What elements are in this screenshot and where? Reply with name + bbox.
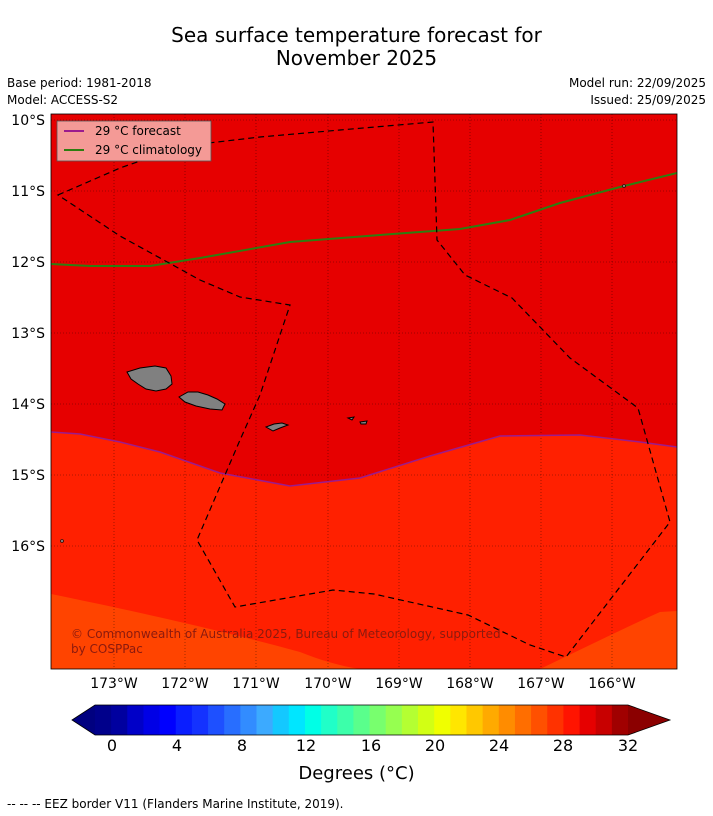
lon-label-170w: 170°W bbox=[304, 676, 352, 692]
colorbar bbox=[71, 704, 672, 736]
colorbar-cell bbox=[240, 705, 257, 735]
colorbar-cell bbox=[191, 705, 209, 735]
colorbar-cell bbox=[111, 705, 128, 735]
eez-border bbox=[56, 121, 671, 658]
lat-label-16s: 16°S bbox=[11, 539, 45, 555]
title-line-2: November 2025 bbox=[275, 46, 438, 70]
colorbar-cell bbox=[595, 705, 613, 735]
lat-label-12s: 12°S bbox=[11, 255, 45, 271]
colorbar-cells bbox=[95, 705, 629, 735]
lon-label-168w: 168°W bbox=[446, 676, 494, 692]
colorbar-cell bbox=[514, 705, 532, 735]
island-tutuila bbox=[264, 422, 290, 432]
colorbar-cell bbox=[418, 705, 435, 735]
copyright-line-1: © Commonwealth of Australia 2025, Bureau… bbox=[71, 627, 501, 641]
lat-label-14s: 14°S bbox=[11, 397, 45, 413]
lon-ticks: 173°W 172°W 171°W 170°W 169°W 168°W 167°… bbox=[90, 676, 636, 692]
colorbar-cell bbox=[466, 705, 484, 735]
colorbar-cell bbox=[369, 705, 387, 735]
zone-27-28 bbox=[51, 594, 360, 669]
colorbar-under-arrow bbox=[72, 705, 95, 735]
map-plot-area bbox=[51, 114, 677, 669]
cbar-tick-24: 24 bbox=[489, 736, 509, 755]
colorbar-cell bbox=[95, 705, 112, 735]
colorbar-cell bbox=[482, 705, 500, 735]
lon-label-173w: 173°W bbox=[90, 676, 138, 692]
colorbar-cell bbox=[175, 705, 193, 735]
forecast-29c-contour bbox=[51, 431, 677, 487]
base-period-text: Base period: 1981-2018 bbox=[7, 76, 152, 90]
colorbar-cell bbox=[531, 705, 548, 735]
legend-climatology-label: 29 °C climatology bbox=[95, 143, 202, 157]
map-frame bbox=[50, 113, 678, 670]
colorbar-cell bbox=[611, 705, 629, 735]
island-ofu bbox=[346, 416, 356, 421]
legend-box bbox=[56, 120, 212, 162]
title-line-1: Sea surface temperature forecast for bbox=[171, 23, 542, 47]
lon-label-166w: 166°W bbox=[588, 676, 636, 692]
colorbar-over-arrow bbox=[628, 705, 670, 735]
colorbar-unit-label: Degrees (°C) bbox=[298, 763, 415, 784]
cbar-tick-8: 8 bbox=[237, 736, 247, 755]
colorbar-outline bbox=[71, 704, 672, 736]
colorbar-cell bbox=[272, 705, 290, 735]
lon-label-167w: 167°W bbox=[517, 676, 565, 692]
cbar-tick-20: 20 bbox=[425, 736, 445, 755]
colorbar-cell bbox=[353, 705, 370, 735]
colorbar-cell bbox=[579, 705, 597, 735]
colorbar-cell bbox=[337, 705, 354, 735]
model-run-text: Model run: 22/09/2025 bbox=[568, 76, 706, 90]
colorbar-cell bbox=[401, 705, 419, 735]
island-savaii bbox=[126, 365, 173, 392]
cbar-tick-0: 0 bbox=[107, 736, 117, 755]
eez-footer-note: -- -- -- EEZ border V11 (Flanders Marine… bbox=[7, 797, 344, 811]
colorbar-cell bbox=[208, 705, 225, 735]
island-tau bbox=[359, 420, 368, 425]
colorbar-cell bbox=[288, 705, 306, 735]
island-upolu bbox=[178, 391, 226, 411]
colorbar-cell bbox=[321, 705, 338, 735]
climatology-29c-contour bbox=[51, 172, 677, 267]
lat-label-11s: 11°S bbox=[11, 184, 45, 200]
cbar-tick-28: 28 bbox=[553, 736, 573, 755]
zone-27-28-east bbox=[540, 611, 677, 669]
lat-ticks: 10°S 11°S 12°S 13°S 14°S 15°S 16°S bbox=[11, 113, 45, 555]
island-east-dot bbox=[622, 184, 626, 188]
colorbar-cell bbox=[434, 705, 451, 735]
colorbar-cell bbox=[256, 705, 274, 735]
lat-label-10s: 10°S bbox=[11, 113, 45, 129]
copyright-line-2: by COSPPac bbox=[71, 642, 143, 656]
colorbar-cell bbox=[224, 705, 241, 735]
colorbar-cell bbox=[143, 705, 160, 735]
lon-label-172w: 172°W bbox=[161, 676, 209, 692]
lon-label-171w: 171°W bbox=[232, 676, 280, 692]
lat-label-13s: 13°S bbox=[11, 326, 45, 342]
legend: 29 °C forecast 29 °C climatology bbox=[56, 120, 212, 162]
cbar-tick-12: 12 bbox=[296, 736, 316, 755]
zone-28-29 bbox=[51, 432, 677, 669]
colorbar-cell bbox=[127, 705, 144, 735]
cbar-tick-32: 32 bbox=[618, 736, 638, 755]
cbar-tick-4: 4 bbox=[172, 736, 182, 755]
colorbar-cell bbox=[498, 705, 516, 735]
colorbar-cell bbox=[385, 705, 403, 735]
issued-text: Issued: 25/09/2025 bbox=[590, 93, 706, 107]
model-text: Model: ACCESS-S2 bbox=[7, 93, 119, 107]
island-south-dot bbox=[60, 539, 64, 543]
colorbar-ticks: 0 4 8 12 16 20 24 28 32 bbox=[107, 736, 638, 755]
gridlines bbox=[51, 114, 677, 669]
lat-label-15s: 15°S bbox=[11, 468, 45, 484]
colorbar-cell bbox=[304, 705, 322, 735]
colorbar-cell bbox=[450, 705, 467, 735]
colorbar-cell bbox=[547, 705, 564, 735]
legend-forecast-label: 29 °C forecast bbox=[95, 124, 181, 138]
colorbar-cell bbox=[159, 705, 177, 735]
cbar-tick-16: 16 bbox=[361, 736, 381, 755]
lon-label-169w: 169°W bbox=[375, 676, 423, 692]
colorbar-cell bbox=[563, 705, 580, 735]
